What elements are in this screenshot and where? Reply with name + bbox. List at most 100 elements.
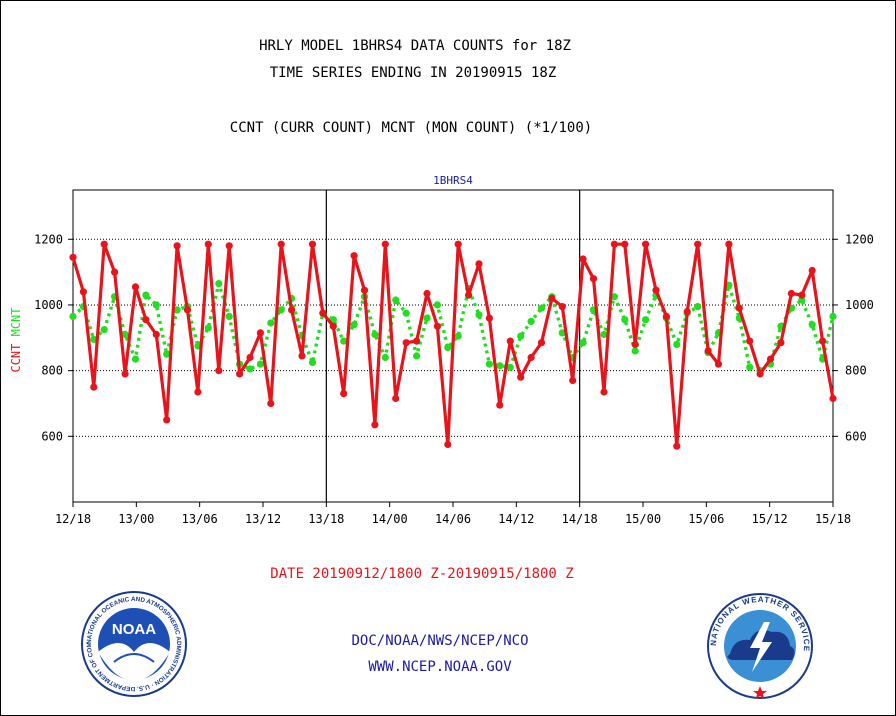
point-ccnt-40 bbox=[485, 314, 493, 322]
point-mcnt-39 bbox=[475, 311, 483, 319]
point-ccnt-66 bbox=[756, 370, 764, 378]
series-line-ccnt bbox=[71, 242, 835, 448]
point-mcnt-35 bbox=[433, 301, 441, 309]
point-mcnt-9 bbox=[163, 350, 171, 358]
point-ccnt-41 bbox=[496, 401, 504, 409]
point-ccnt-38 bbox=[465, 291, 473, 299]
y-tick-label-right-1200: 1200 bbox=[845, 232, 874, 246]
point-mcnt-26 bbox=[340, 337, 348, 345]
point-ccnt-39 bbox=[475, 260, 483, 268]
noaa-logo: NOAA NATIONAL OCEANIC AND ATMOSPHERIC AD… bbox=[80, 590, 187, 697]
point-mcnt-34 bbox=[423, 314, 431, 322]
point-mcnt-37 bbox=[454, 332, 462, 340]
chart-title-line1: HRLY MODEL 1BHRS4 DATA COUNTS for 18Z bbox=[259, 38, 571, 54]
point-ccnt-73 bbox=[829, 394, 837, 403]
point-mcnt-41 bbox=[496, 362, 504, 370]
point-ccnt-8 bbox=[152, 330, 160, 339]
point-ccnt-53 bbox=[621, 240, 629, 248]
point-mcnt-31 bbox=[392, 296, 400, 304]
chart-subtitle: CCNT (CURR COUNT) MCNT (MON COUNT) (*1/1… bbox=[229, 120, 593, 136]
point-ccnt-45 bbox=[537, 339, 546, 347]
point-ccnt-72 bbox=[819, 337, 827, 345]
point-mcnt-49 bbox=[579, 339, 587, 347]
point-ccnt-17 bbox=[246, 353, 254, 362]
point-mcnt-51 bbox=[600, 330, 608, 339]
point-ccnt-46 bbox=[548, 294, 556, 302]
point-mcnt-18 bbox=[256, 360, 264, 368]
point-mcnt-73 bbox=[829, 312, 837, 320]
point-ccnt-59 bbox=[683, 307, 691, 316]
y-tick-label-left-800: 800 bbox=[41, 364, 63, 378]
y-tick-label-left-1000: 1000 bbox=[34, 298, 63, 312]
point-mcnt-33 bbox=[413, 352, 421, 360]
x-tick-label-11: 15/12 bbox=[752, 512, 788, 526]
point-ccnt-25 bbox=[329, 322, 337, 330]
point-ccnt-30 bbox=[381, 240, 389, 248]
point-mcnt-5 bbox=[121, 330, 129, 339]
x-tick-label-10: 15/06 bbox=[688, 512, 724, 526]
point-ccnt-4 bbox=[111, 268, 119, 276]
point-ccnt-23 bbox=[308, 240, 317, 248]
point-mcnt-52 bbox=[610, 293, 619, 301]
point-mcnt-44 bbox=[527, 317, 535, 325]
point-ccnt-7 bbox=[142, 316, 150, 324]
point-ccnt-18 bbox=[256, 329, 264, 337]
point-mcnt-30 bbox=[381, 353, 389, 362]
point-ccnt-27 bbox=[350, 252, 358, 260]
point-ccnt-47 bbox=[558, 303, 566, 311]
point-ccnt-0 bbox=[69, 253, 77, 261]
x-tick-label-5: 14/00 bbox=[372, 512, 408, 526]
point-ccnt-22 bbox=[298, 352, 306, 360]
point-ccnt-63 bbox=[725, 240, 733, 248]
x-tick-label-9: 15/00 bbox=[625, 512, 661, 526]
point-ccnt-33 bbox=[413, 337, 421, 345]
nws-logo: NATIONAL WEATHER SERVICE bbox=[707, 593, 813, 699]
point-ccnt-60 bbox=[694, 240, 702, 248]
point-mcnt-8 bbox=[152, 301, 160, 309]
point-ccnt-3 bbox=[100, 240, 108, 248]
point-ccnt-50 bbox=[589, 275, 598, 283]
point-mcnt-19 bbox=[267, 319, 275, 327]
point-mcnt-47 bbox=[558, 329, 566, 337]
date-range-label: DATE 20190912/1800 Z-20190915/1800 Z bbox=[270, 566, 574, 582]
point-mcnt-14 bbox=[215, 280, 223, 288]
x-tick-label-7: 14/12 bbox=[498, 512, 534, 526]
point-ccnt-14 bbox=[215, 367, 223, 375]
panel-title: 1BHRS4 bbox=[433, 174, 473, 187]
point-mcnt-29 bbox=[371, 330, 379, 339]
point-mcnt-27 bbox=[350, 321, 358, 329]
x-tick-label-3: 13/12 bbox=[245, 512, 281, 526]
point-mcnt-53 bbox=[621, 316, 629, 324]
point-ccnt-64 bbox=[735, 304, 743, 312]
point-ccnt-62 bbox=[714, 360, 723, 368]
point-ccnt-6 bbox=[131, 283, 140, 291]
point-ccnt-44 bbox=[527, 353, 535, 362]
point-ccnt-11 bbox=[183, 306, 192, 314]
noaa-logo-text: NOAA bbox=[112, 621, 156, 638]
point-ccnt-31 bbox=[392, 394, 400, 403]
point-mcnt-65 bbox=[746, 363, 754, 371]
point-ccnt-67 bbox=[766, 355, 775, 363]
y-tick-label-left-1200: 1200 bbox=[34, 232, 63, 246]
point-ccnt-51 bbox=[600, 388, 608, 396]
point-ccnt-24 bbox=[319, 309, 327, 317]
point-mcnt-71 bbox=[808, 321, 816, 329]
point-ccnt-13 bbox=[204, 240, 212, 248]
point-ccnt-16 bbox=[236, 370, 244, 378]
point-ccnt-58 bbox=[673, 442, 681, 450]
website-link[interactable]: WWW.NCEP.NOAA.GOV bbox=[368, 659, 512, 675]
point-ccnt-68 bbox=[777, 339, 785, 347]
point-ccnt-32 bbox=[402, 339, 410, 347]
point-ccnt-56 bbox=[652, 286, 660, 294]
point-mcnt-17 bbox=[246, 365, 254, 373]
x-tick-label-12: 15/18 bbox=[815, 512, 851, 526]
point-mcnt-43 bbox=[517, 332, 525, 340]
point-mcnt-54 bbox=[631, 347, 639, 355]
point-ccnt-43 bbox=[517, 373, 525, 381]
point-mcnt-23 bbox=[308, 358, 317, 366]
agency-label: DOC/NOAA/NWS/NCEP/NCO bbox=[351, 633, 529, 649]
point-mcnt-15 bbox=[225, 312, 233, 320]
point-mcnt-45 bbox=[537, 304, 546, 312]
point-ccnt-71 bbox=[808, 266, 816, 275]
